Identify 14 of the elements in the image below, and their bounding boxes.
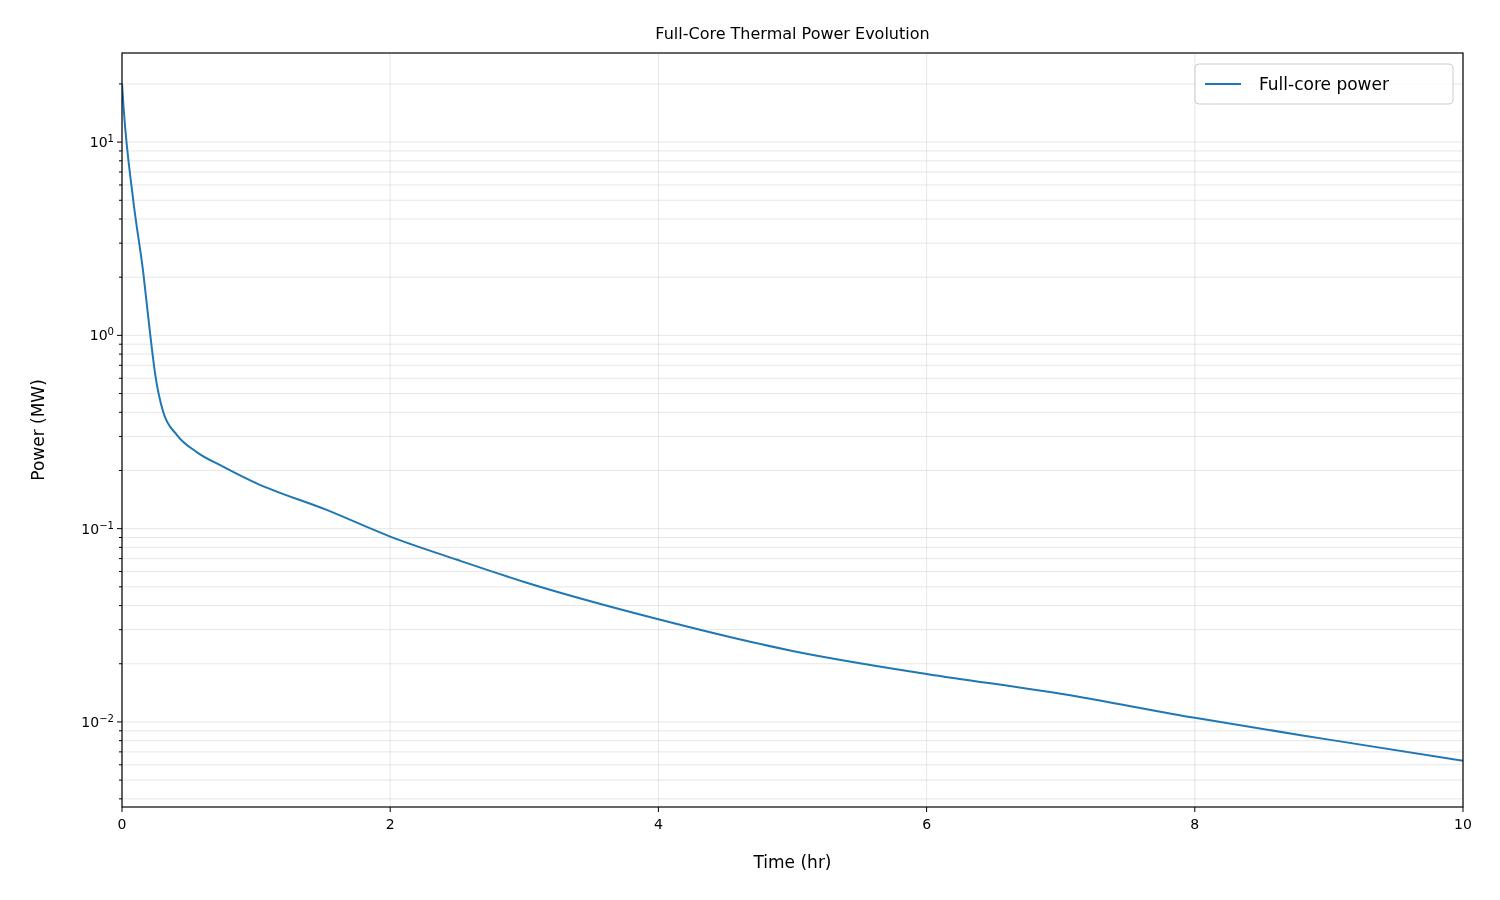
x-tick-label: 10 <box>1454 816 1472 832</box>
x-tick-label: 8 <box>1190 816 1200 832</box>
x-axis-title: Time (hr) <box>752 852 832 872</box>
x-tick-label: 0 <box>117 816 127 832</box>
y-tick-label: 10$^{0}$ <box>89 325 114 344</box>
y-tick-label: 10$^{−2}$ <box>81 712 114 730</box>
x-tick-label: 6 <box>922 816 932 832</box>
chart-title: Full-Core Thermal Power Evolution <box>655 24 930 43</box>
legend-label: Full-core power <box>1259 74 1389 94</box>
x-tick-label: 4 <box>653 816 663 832</box>
y-tick-label: 10$^{1}$ <box>89 132 114 151</box>
y-tick-label: 10$^{−1}$ <box>81 519 114 537</box>
y-axis-title: Power (MW) <box>28 379 48 481</box>
x-tick-label: 2 <box>385 816 395 832</box>
